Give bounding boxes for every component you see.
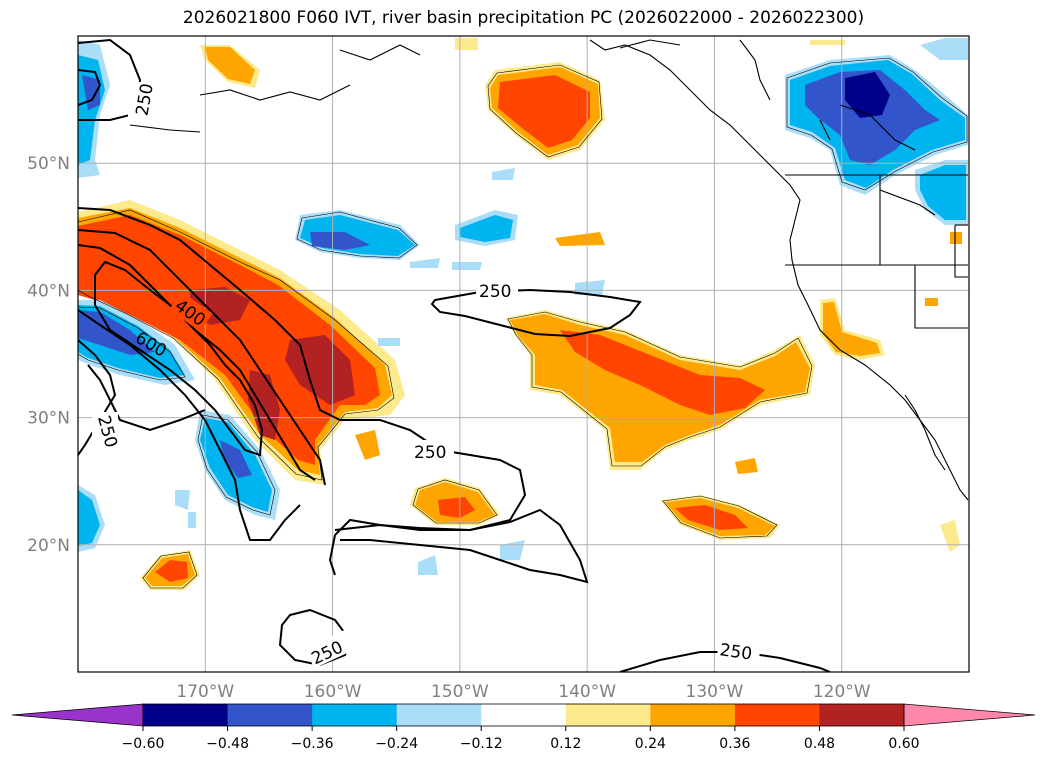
latitude-label: 20°N	[27, 536, 70, 556]
colorbar-extend-high	[903, 703, 1036, 727]
longitude-label: 160°W	[304, 682, 362, 700]
colorbar-tick-label: 0.36	[719, 736, 750, 752]
colorbar-blocks	[11, 703, 1036, 727]
colorbar-tick-label: 0.60	[888, 736, 919, 752]
colorbar-tick-label: −0.36	[291, 736, 334, 752]
map-panel: 250 400 600 250 250 250 250 250 170°W 160…	[27, 35, 970, 700]
latitude-label: 30°N	[27, 409, 70, 429]
colorbar-tick-label: −0.60	[122, 736, 165, 752]
colorbar-block	[734, 704, 820, 726]
colorbar-block	[819, 704, 905, 726]
precipitation-field	[78, 38, 968, 590]
colorbar-tick-label: −0.48	[206, 736, 249, 752]
colorbar-block	[650, 704, 736, 726]
longitude-labels: 170°W 160°W 150°W 140°W 130°W 120°W	[176, 682, 870, 700]
contour-label: 250	[718, 640, 753, 664]
colorbar-block	[312, 704, 398, 726]
colorbar-tick-label: 0.24	[635, 736, 666, 752]
longitude-label: 140°W	[558, 682, 616, 700]
colorbar-block	[143, 704, 229, 726]
colorbar-ticks: −0.60 −0.48 −0.36 −0.24 −0.12 0.12 0.24 0.36 0.4…	[122, 726, 920, 752]
latitude-label: 40°N	[27, 281, 70, 301]
latitude-label: 50°N	[27, 154, 70, 174]
colorbar-block	[396, 704, 482, 726]
precip-contour-lines	[78, 57, 968, 589]
map-frame	[77, 35, 970, 673]
longitude-label: 120°W	[813, 682, 871, 700]
colorbar-block	[227, 704, 313, 726]
contour-label: 250	[414, 443, 446, 463]
longitude-label: 130°W	[686, 682, 744, 700]
colorbar-tick-label: −0.24	[375, 736, 418, 752]
colorbar-tick-label: 0.48	[804, 736, 835, 752]
contour-label: 250	[479, 282, 511, 302]
coastlines	[129, 39, 969, 501]
colorbar-block	[565, 704, 651, 726]
latitude-labels: 20°N 30°N 40°N 50°N	[27, 154, 70, 556]
colorbar-block	[481, 704, 567, 726]
longitude-label: 150°W	[431, 682, 489, 700]
colorbar-outline	[142, 703, 905, 727]
colorbar-extend-low	[11, 703, 144, 727]
map-title: 2026021800 F060 IVT, river basin precipi…	[182, 8, 865, 28]
longitude-label: 170°W	[176, 682, 234, 700]
colorbar-tick-label: −0.12	[460, 736, 503, 752]
colorbar-tick-label: 0.12	[550, 736, 581, 752]
